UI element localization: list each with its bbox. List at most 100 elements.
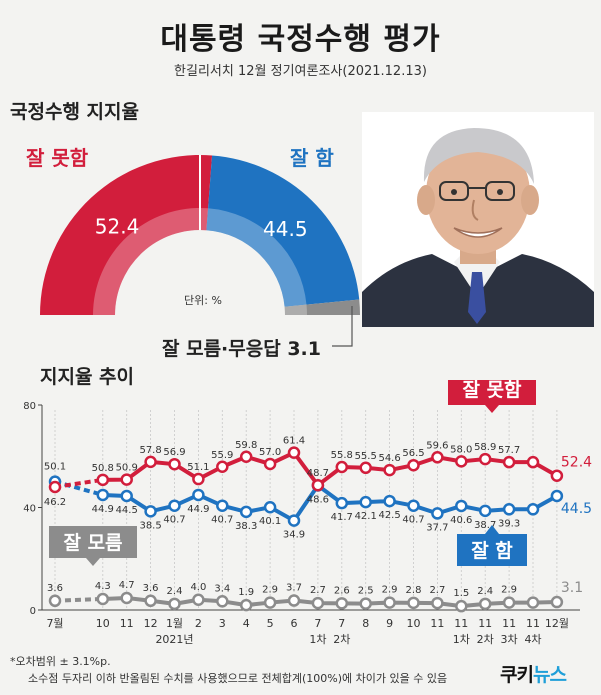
- series-bad-label-16: 59.6: [426, 440, 448, 451]
- series-bad-label-10: 61.4: [283, 436, 305, 447]
- page-title: 대통령 국정수행 평가: [160, 22, 441, 57]
- approval-section-title: 국정수행 지지율: [10, 101, 139, 123]
- series-good-point-5: [168, 499, 181, 512]
- x-tick-label-14: 9: [386, 617, 393, 630]
- approval-donut-chart: 52.4 44.5: [40, 154, 360, 347]
- series-bad-label-14: 54.6: [378, 453, 400, 464]
- series-dk-point-17: [455, 599, 468, 613]
- x-tick-label-18: 11: [478, 617, 492, 630]
- series-bad-point-3: [120, 473, 133, 486]
- x-sublabel-20: 4차: [524, 633, 541, 646]
- series-good-label-8: 38.3: [235, 521, 257, 532]
- series-good-point-14: [383, 494, 396, 508]
- x-tick-label-7: 3: [219, 617, 226, 630]
- series-dk-point-0: [48, 594, 62, 608]
- series-good: 50.144.9 44.538.540.744.940.738.3 40.134.9…: [44, 462, 592, 541]
- series-dk-point-10: [287, 594, 301, 607]
- series-good-label-6: 44.9: [187, 504, 209, 515]
- series-good-point-13: [359, 495, 372, 509]
- series-bad-label-12: 55.8: [331, 450, 353, 461]
- x-tick-label-21: 12월: [545, 617, 569, 630]
- series-dk-label-13: 2.5: [358, 586, 374, 597]
- series-bad-label-19: 57.7: [498, 445, 520, 456]
- series-dk-label-7: 3.4: [214, 583, 230, 594]
- series-dk-point-11: [311, 596, 325, 610]
- series-bad-label-4: 57.8: [139, 445, 161, 456]
- series-good-label-3: 44.5: [116, 505, 138, 516]
- callout-dk-label: 잘 모름: [63, 532, 122, 554]
- series-good-point-2: [96, 488, 110, 502]
- x-tick-label-11: 7: [314, 617, 321, 630]
- x-tick-label-15: 10: [407, 617, 421, 630]
- legend-good-label: 잘 함: [290, 146, 334, 170]
- series-good-point-3: [120, 489, 133, 503]
- x-tick-label-5: 1월: [166, 617, 183, 630]
- series-bad-point-21: [550, 469, 564, 482]
- series-dk-point-6: [192, 593, 205, 606]
- series-dk-label-12: 2.6: [334, 585, 350, 596]
- series-bad-point-14: [383, 463, 396, 477]
- series-dk-label-4: 3.6: [143, 583, 159, 594]
- x-tick-label-3: 11: [120, 617, 134, 630]
- series-bad-point-18: [478, 452, 492, 466]
- series-dk-label-17: 1.5: [453, 588, 469, 599]
- series-bad-point-17: [455, 455, 468, 468]
- series-dk-point-16: [431, 596, 444, 610]
- series-dk-label-10: 3.7: [286, 583, 302, 594]
- footnote-margin-of-error: *오차범위 ± 3.1%p.: [10, 655, 111, 668]
- series-good-label-13: 42.1: [355, 511, 377, 522]
- series-dk-point-4: [144, 594, 157, 608]
- callout-dk-box: [49, 526, 137, 558]
- series-bad-label-17: 58.0: [450, 444, 472, 455]
- series-good-point-21: [550, 489, 564, 503]
- series-bad-label-7: 55.9: [211, 450, 233, 461]
- series-good-point-9: [263, 500, 277, 514]
- series-good-label-10: 34.9: [283, 530, 305, 541]
- x-sublabel-12: 2차: [333, 633, 350, 646]
- x-tick-label-0: 7월: [46, 617, 63, 630]
- series-dk-point-19: [502, 596, 516, 609]
- x-tick-label-17: 11: [454, 617, 468, 630]
- series-dk-point-14: [383, 596, 396, 609]
- series-dk-point-5: [168, 597, 181, 611]
- series-good-gap-line: [54, 479, 104, 497]
- series-bad-point-13: [359, 461, 372, 475]
- donut-slice-2: [284, 299, 360, 315]
- donut-slice-highlight-0: [92, 208, 209, 315]
- y-tick-label-0: 0: [30, 606, 36, 617]
- series-good-point-7: [216, 499, 229, 512]
- series-bad-point-15: [407, 458, 420, 472]
- series-good-point-16: [431, 507, 444, 520]
- x-tick-label-13: 8: [362, 617, 369, 630]
- x-tick-label-16: 11: [430, 617, 444, 630]
- series-good-point-6: [192, 488, 205, 502]
- series-bad-point-2: [96, 473, 110, 487]
- series-bad-label-6: 51.1: [187, 462, 209, 473]
- series-good-point-17: [455, 499, 468, 513]
- series-good-label-16: 37.7: [426, 522, 448, 533]
- series-dk-point-18: [478, 597, 492, 611]
- series-bad-point-12: [335, 460, 349, 474]
- callout-good: 잘 함: [457, 525, 527, 566]
- x-tick-label-9: 5: [267, 617, 274, 630]
- donut-slice-highlight-1: [206, 208, 307, 307]
- series-bad-point-7: [216, 460, 229, 474]
- x-tick-label-19: 11: [502, 617, 516, 630]
- series-bad-point-5: [168, 457, 181, 471]
- year-label: 2021년: [155, 633, 193, 646]
- brand-logo: 쿠키뉴스: [500, 660, 567, 687]
- series-dk-point-13: [359, 597, 372, 610]
- series-dk-label-5: 2.4: [167, 586, 183, 597]
- series-bad-label-11: 48.7: [307, 468, 329, 479]
- x-tick-label-4: 12: [144, 617, 158, 630]
- callout-good-pointer: [485, 525, 499, 534]
- series-good-label-9: 40.1: [259, 516, 281, 527]
- x-sublabel-11: 1차: [309, 633, 326, 646]
- series-dk-point-7: [216, 595, 229, 608]
- legend-bad-label: 잘 못함: [26, 146, 89, 170]
- series-bad-point-10: [287, 446, 301, 459]
- callout-dk: 잘 모름: [49, 526, 137, 566]
- series-good-label-14: 42.5: [378, 510, 400, 521]
- y-tick-label-1: 40: [23, 504, 36, 515]
- donut-value-label-0: 52.4: [95, 215, 140, 239]
